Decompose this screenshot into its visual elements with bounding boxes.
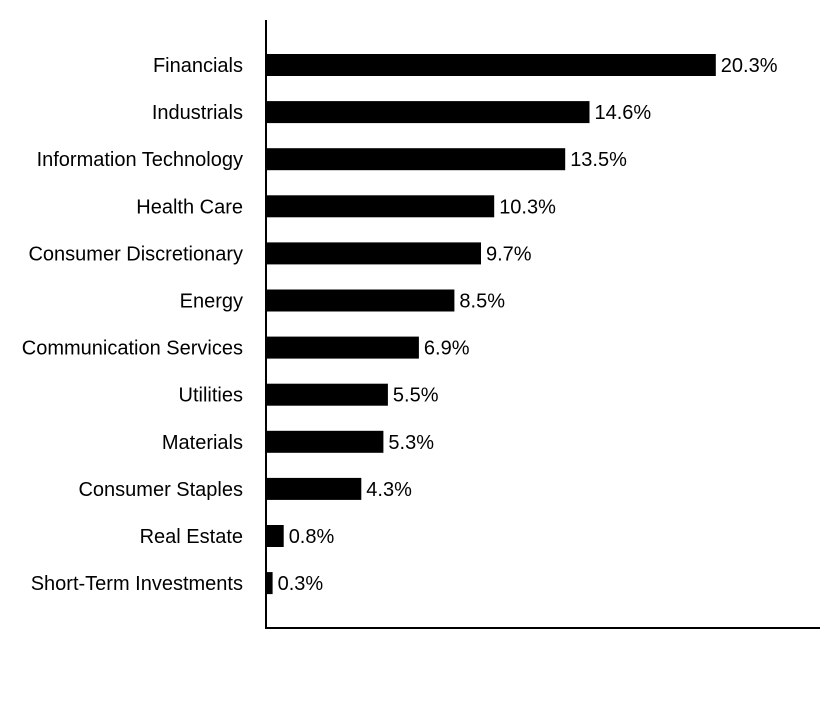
category-label: Information Technology: [37, 149, 243, 171]
value-label: 4.3%: [366, 479, 412, 501]
bar: [266, 195, 495, 218]
category-label: Utilities: [179, 385, 243, 407]
value-label: 13.5%: [570, 149, 627, 171]
category-labels-group: Financials Industrials Information Technol…: [22, 55, 243, 595]
value-label: 10.3%: [499, 196, 556, 218]
bar: [266, 383, 388, 406]
category-label: Health Care: [136, 196, 243, 218]
bar: [266, 430, 384, 453]
category-label: Industrials: [152, 102, 243, 124]
category-label: Consumer Discretionary: [28, 243, 243, 265]
value-labels-group: 20.3% 14.6% 13.5% 10.3% 9.7% 8.5% 6.9% 5.5% 5.3%…: [278, 55, 778, 595]
category-label: Energy: [180, 291, 243, 313]
bar: [266, 336, 419, 359]
value-label: 6.9%: [424, 338, 470, 360]
category-label: Communication Services: [22, 338, 243, 360]
bars-group: [266, 54, 716, 595]
value-label: 0.3%: [278, 573, 324, 595]
bar: [266, 289, 455, 312]
category-label: Real Estate: [140, 526, 243, 548]
value-label: 14.6%: [595, 102, 652, 124]
bar: [266, 148, 566, 171]
bar: [266, 54, 716, 76]
category-label: Materials: [162, 432, 243, 454]
value-label: 20.3%: [721, 55, 778, 77]
category-label: Consumer Staples: [78, 479, 243, 501]
value-label: 0.8%: [289, 526, 335, 548]
bar: [266, 101, 590, 124]
value-label: 5.3%: [388, 432, 434, 454]
value-label: 5.5%: [393, 385, 439, 407]
category-label: Financials: [153, 55, 243, 77]
bar: [266, 525, 284, 547]
value-label: 9.7%: [486, 243, 532, 265]
bar: [266, 572, 273, 595]
bar: [266, 242, 481, 265]
category-label: Short-Term Investments: [31, 573, 243, 595]
bar: [266, 477, 362, 500]
value-label: 8.5%: [459, 291, 505, 313]
